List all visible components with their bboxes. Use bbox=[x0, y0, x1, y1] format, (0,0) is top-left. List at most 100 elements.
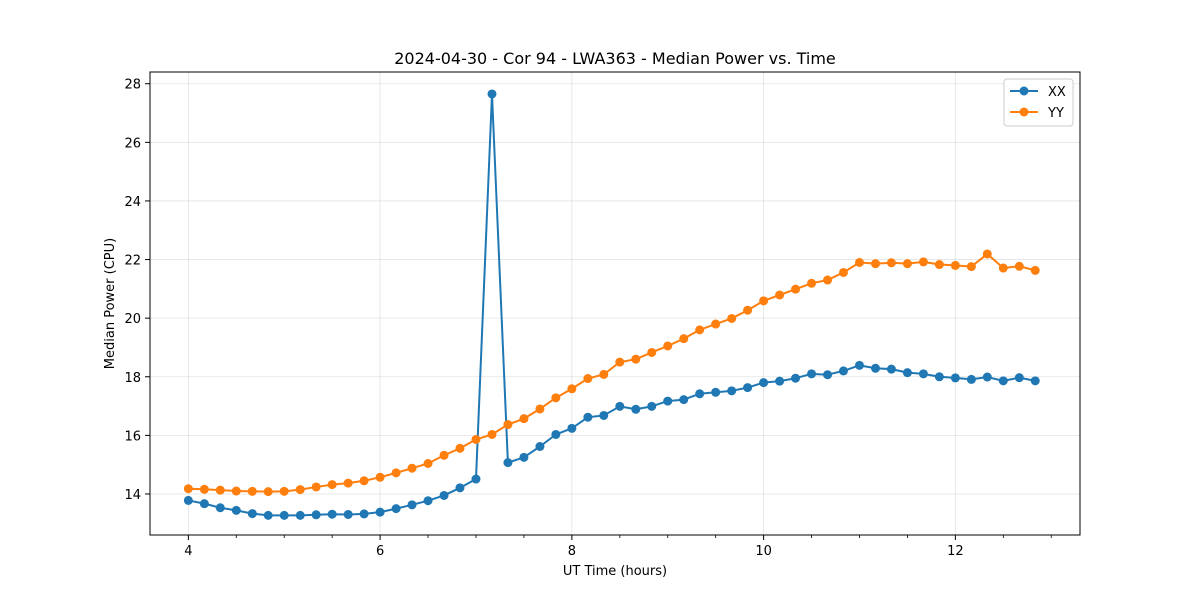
data-point-yy bbox=[535, 404, 545, 414]
data-point-xx bbox=[279, 510, 289, 520]
data-point-yy bbox=[183, 484, 193, 494]
data-point-xx bbox=[966, 374, 976, 384]
data-point-xx bbox=[727, 386, 737, 396]
x-tick-label: 12 bbox=[947, 544, 964, 559]
data-point-yy bbox=[375, 472, 385, 482]
x-tick-label: 4 bbox=[184, 544, 192, 559]
data-point-xx bbox=[886, 364, 896, 374]
data-point-xx bbox=[998, 376, 1008, 386]
data-point-yy bbox=[679, 334, 689, 344]
data-point-yy bbox=[407, 463, 417, 473]
data-point-yy bbox=[487, 429, 497, 439]
data-point-yy bbox=[966, 262, 976, 272]
data-point-yy bbox=[807, 278, 817, 288]
x-axis-label: UT Time (hours) bbox=[563, 564, 667, 579]
data-point-xx bbox=[199, 499, 209, 509]
data-point-xx bbox=[183, 495, 193, 505]
legend-marker-xx bbox=[1019, 86, 1029, 96]
data-point-yy bbox=[663, 341, 673, 351]
y-tick-label: 16 bbox=[124, 429, 141, 444]
data-point-yy bbox=[902, 259, 912, 269]
data-point-xx bbox=[487, 89, 497, 99]
data-point-yy bbox=[551, 393, 561, 403]
data-point-xx bbox=[950, 373, 960, 383]
data-point-yy bbox=[647, 347, 657, 357]
data-point-yy bbox=[727, 313, 737, 323]
data-point-yy bbox=[391, 468, 401, 478]
y-tick-label: 18 bbox=[124, 371, 141, 386]
data-point-xx bbox=[615, 401, 625, 411]
data-point-xx bbox=[343, 509, 353, 519]
data-point-xx bbox=[743, 383, 753, 393]
y-tick-label: 24 bbox=[124, 195, 141, 210]
legend-marker-yy bbox=[1019, 107, 1029, 117]
data-point-yy bbox=[854, 257, 864, 267]
data-point-xx bbox=[471, 474, 481, 484]
data-point-yy bbox=[215, 485, 225, 495]
data-point-yy bbox=[295, 485, 305, 495]
y-tick-label: 26 bbox=[124, 136, 141, 151]
data-point-yy bbox=[247, 486, 257, 496]
data-point-xx bbox=[711, 387, 721, 397]
data-point-xx bbox=[263, 510, 273, 520]
data-point-yy bbox=[279, 486, 289, 496]
data-point-yy bbox=[759, 296, 769, 306]
y-tick-label: 28 bbox=[124, 78, 141, 93]
data-point-xx bbox=[407, 500, 417, 510]
x-tick-label: 6 bbox=[376, 544, 384, 559]
data-point-xx bbox=[311, 510, 321, 520]
data-point-yy bbox=[343, 478, 353, 488]
data-point-yy bbox=[743, 305, 753, 315]
legend-entry-xx: XX bbox=[1010, 85, 1066, 100]
data-point-xx bbox=[583, 412, 593, 422]
data-point-yy bbox=[695, 325, 705, 335]
series-layer bbox=[183, 89, 1040, 520]
data-point-yy bbox=[599, 369, 609, 379]
data-point-yy bbox=[711, 319, 721, 329]
data-point-xx bbox=[551, 429, 561, 439]
data-point-yy bbox=[439, 450, 449, 460]
data-point-yy bbox=[455, 443, 465, 453]
data-point-xx bbox=[535, 442, 545, 451]
data-point-xx bbox=[215, 503, 225, 513]
data-point-yy bbox=[231, 486, 241, 496]
data-point-yy bbox=[775, 290, 785, 300]
data-point-xx bbox=[647, 401, 657, 411]
data-point-yy bbox=[791, 284, 801, 294]
data-point-yy bbox=[1014, 261, 1024, 271]
data-point-xx bbox=[423, 496, 433, 506]
legend-label-yy: YY bbox=[1047, 106, 1064, 121]
data-point-yy bbox=[998, 263, 1008, 273]
data-point-yy bbox=[886, 258, 896, 268]
data-point-xx bbox=[567, 423, 577, 433]
data-point-yy bbox=[950, 260, 960, 270]
data-point-xx bbox=[759, 378, 769, 388]
data-point-xx bbox=[807, 369, 817, 379]
data-point-yy bbox=[838, 267, 848, 277]
data-point-xx bbox=[918, 369, 928, 379]
plot-frame bbox=[149, 71, 1081, 536]
data-point-xx bbox=[599, 410, 609, 420]
data-point-xx bbox=[871, 363, 880, 373]
data-point-xx bbox=[503, 458, 513, 468]
series-yy bbox=[183, 249, 1040, 497]
data-point-xx bbox=[679, 395, 689, 405]
data-point-xx bbox=[823, 370, 833, 380]
data-point-xx bbox=[247, 509, 257, 519]
data-point-xx bbox=[1030, 376, 1040, 386]
data-point-yy bbox=[423, 459, 433, 468]
y-axis-label: Median Power (CPU) bbox=[103, 238, 118, 369]
data-point-yy bbox=[823, 275, 833, 285]
data-point-yy bbox=[982, 249, 992, 259]
y-tick-label: 20 bbox=[124, 312, 141, 327]
y-tick-label: 14 bbox=[124, 488, 141, 503]
data-point-xx bbox=[231, 505, 241, 515]
data-point-yy bbox=[311, 482, 321, 492]
data-point-yy bbox=[519, 414, 529, 424]
data-point-yy bbox=[471, 434, 481, 444]
data-point-yy bbox=[263, 487, 273, 497]
axis-ticks: 4 6 8 10 12 14 16 18 20 22 24 26 28 bbox=[124, 78, 1052, 559]
data-point-xx bbox=[391, 504, 401, 514]
